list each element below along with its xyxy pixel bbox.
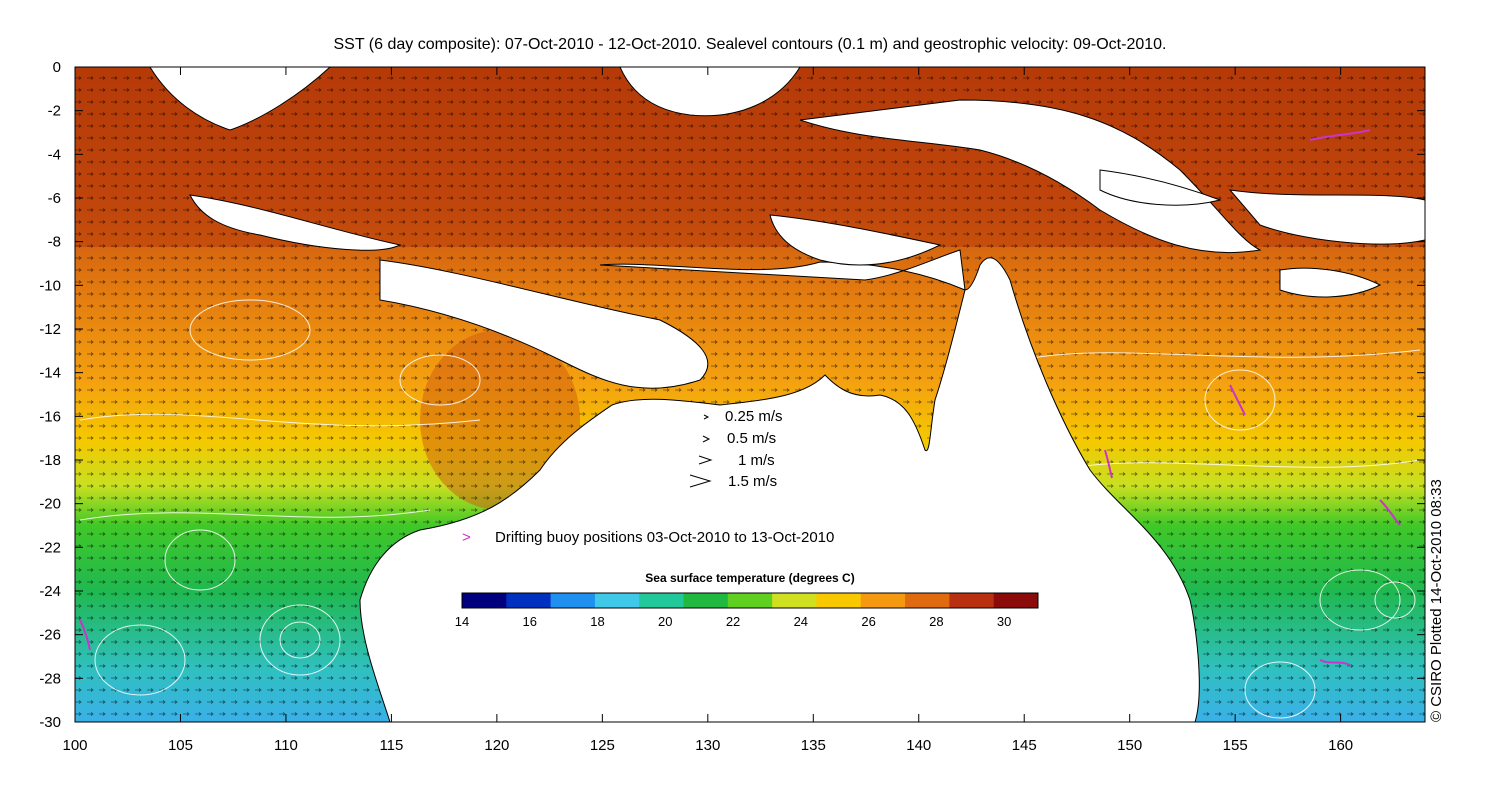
colorbar-ticks: 14 16 18 20 22 24 26 28 30 — [455, 614, 1012, 629]
colorbar-segment — [772, 593, 817, 608]
colorbar-tick-label: 24 — [794, 614, 808, 629]
x-tick-label: 145 — [1012, 737, 1037, 754]
java-land — [189, 194, 402, 251]
colorbar-tick-label: 16 — [523, 614, 537, 629]
y-tick-label: -2 — [48, 103, 61, 120]
solomon-cloud — [1228, 189, 1425, 245]
y-tick-label: -8 — [48, 234, 61, 251]
colorbar-tick-label: 26 — [861, 614, 875, 629]
colorbar-tick-label: 14 — [455, 614, 469, 629]
colorbar-tick-label: 20 — [658, 614, 672, 629]
colorbar-segment — [905, 593, 950, 608]
velocity-legend: 0.25 m/s 0.5 m/s 1 m/s 1.5 m/s — [689, 408, 783, 490]
borneo-cloud — [149, 67, 331, 131]
x-tick-label: 160 — [1328, 737, 1353, 754]
velocity-legend-label: 0.25 m/s — [725, 408, 783, 425]
y-tick-label: -30 — [39, 714, 61, 731]
arafura-cloud — [769, 214, 942, 266]
colorbar-ramp — [462, 593, 1039, 608]
y-tick-label: -26 — [39, 627, 61, 644]
y-tick-label: -22 — [39, 539, 61, 556]
colorbar-segment — [639, 593, 685, 608]
y-tick-label: -6 — [48, 190, 61, 207]
velocity-legend-label: 1 m/s — [738, 452, 775, 469]
x-tick-label: 155 — [1223, 737, 1248, 754]
x-tick-label: 100 — [62, 737, 87, 754]
velocity-legend-label: 0.5 m/s — [727, 430, 776, 447]
colorbar-segment — [506, 593, 552, 608]
colorbar-segment — [683, 593, 729, 608]
x-axis: 100 105 110 115 120 125 130 135 140 145 150 155 160 — [62, 67, 1353, 754]
buoy-legend-label: Drifting buoy positions 03-Oct-2010 to 1… — [495, 529, 834, 546]
vanuatu-cloud — [1279, 267, 1382, 298]
x-tick-label: 120 — [484, 737, 509, 754]
colorbar-segment — [949, 593, 995, 608]
colorbar-tick-label: 22 — [726, 614, 740, 629]
new-guinea-land — [799, 99, 1262, 254]
x-tick-label: 105 — [168, 737, 193, 754]
x-tick-label: 110 — [274, 737, 298, 754]
y-tick-label: -24 — [39, 583, 61, 600]
colorbar-title: Sea surface temperature (degrees C) — [645, 571, 854, 585]
buoy-symbol-icon: > — [462, 529, 471, 546]
colorbar-tick-label: 30 — [997, 614, 1011, 629]
x-tick-label: 115 — [379, 737, 403, 754]
new-britain-cloud — [1099, 169, 1222, 206]
y-tick-label: -28 — [39, 670, 61, 687]
x-tick-label: 150 — [1117, 737, 1142, 754]
y-tick-label: -20 — [39, 496, 61, 513]
colorbar: Sea surface temperature (degrees C) 14 16… — [448, 560, 1052, 630]
y-tick-label: -4 — [48, 146, 61, 163]
colorbar-segment — [816, 593, 862, 608]
y-tick-label: -12 — [39, 321, 61, 338]
colorbar-frame — [461, 592, 1039, 609]
arrow-05-icon — [702, 435, 711, 443]
colorbar-segment — [462, 593, 507, 608]
y-tick-label: -14 — [39, 365, 61, 382]
x-tick-label: 135 — [801, 737, 826, 754]
sealevel-contours — [79, 299, 1421, 719]
x-tick-label: 130 — [695, 737, 720, 754]
y-tick-label: -10 — [39, 277, 61, 294]
arrow-15-icon — [689, 474, 712, 488]
y-tick-label: 0 — [53, 59, 61, 76]
x-tick-label: 140 — [906, 737, 931, 754]
y-tick-label: -18 — [39, 452, 61, 469]
map-title: SST (6 day composite): 07-Oct-2010 - 12-… — [333, 36, 1167, 53]
colorbar-segment — [993, 593, 1039, 608]
arrow-025-icon — [703, 414, 710, 420]
arrow-1-icon — [698, 455, 713, 465]
map-frame — [74, 66, 1426, 723]
buoy-legend: > Drifting buoy positions 03-Oct-2010 to… — [462, 529, 834, 546]
colorbar-segment — [550, 593, 596, 608]
credit-text: © CSIRO Plotted 14-Oct-2010 08:33 — [1428, 479, 1445, 722]
y-tick-label: -16 — [39, 408, 61, 425]
timor-sea-cloud — [379, 259, 709, 389]
y-axis: 0 -2 -4 -6 -8 -10 -12 -14 -16 -18 -20 -22 -24 -26 -28 -… — [39, 59, 1425, 731]
x-tick-label: 125 — [590, 737, 615, 754]
buoy-tracks — [79, 129, 1401, 666]
colorbar-segment — [860, 593, 906, 608]
colorbar-segment — [727, 593, 773, 608]
colorbar-tick-label: 18 — [590, 614, 604, 629]
colorbar-tick-label: 28 — [929, 614, 943, 629]
colorbar-segment — [594, 593, 640, 608]
velocity-legend-label: 1.5 m/s — [728, 473, 777, 490]
sulawesi-cloud — [619, 67, 801, 117]
